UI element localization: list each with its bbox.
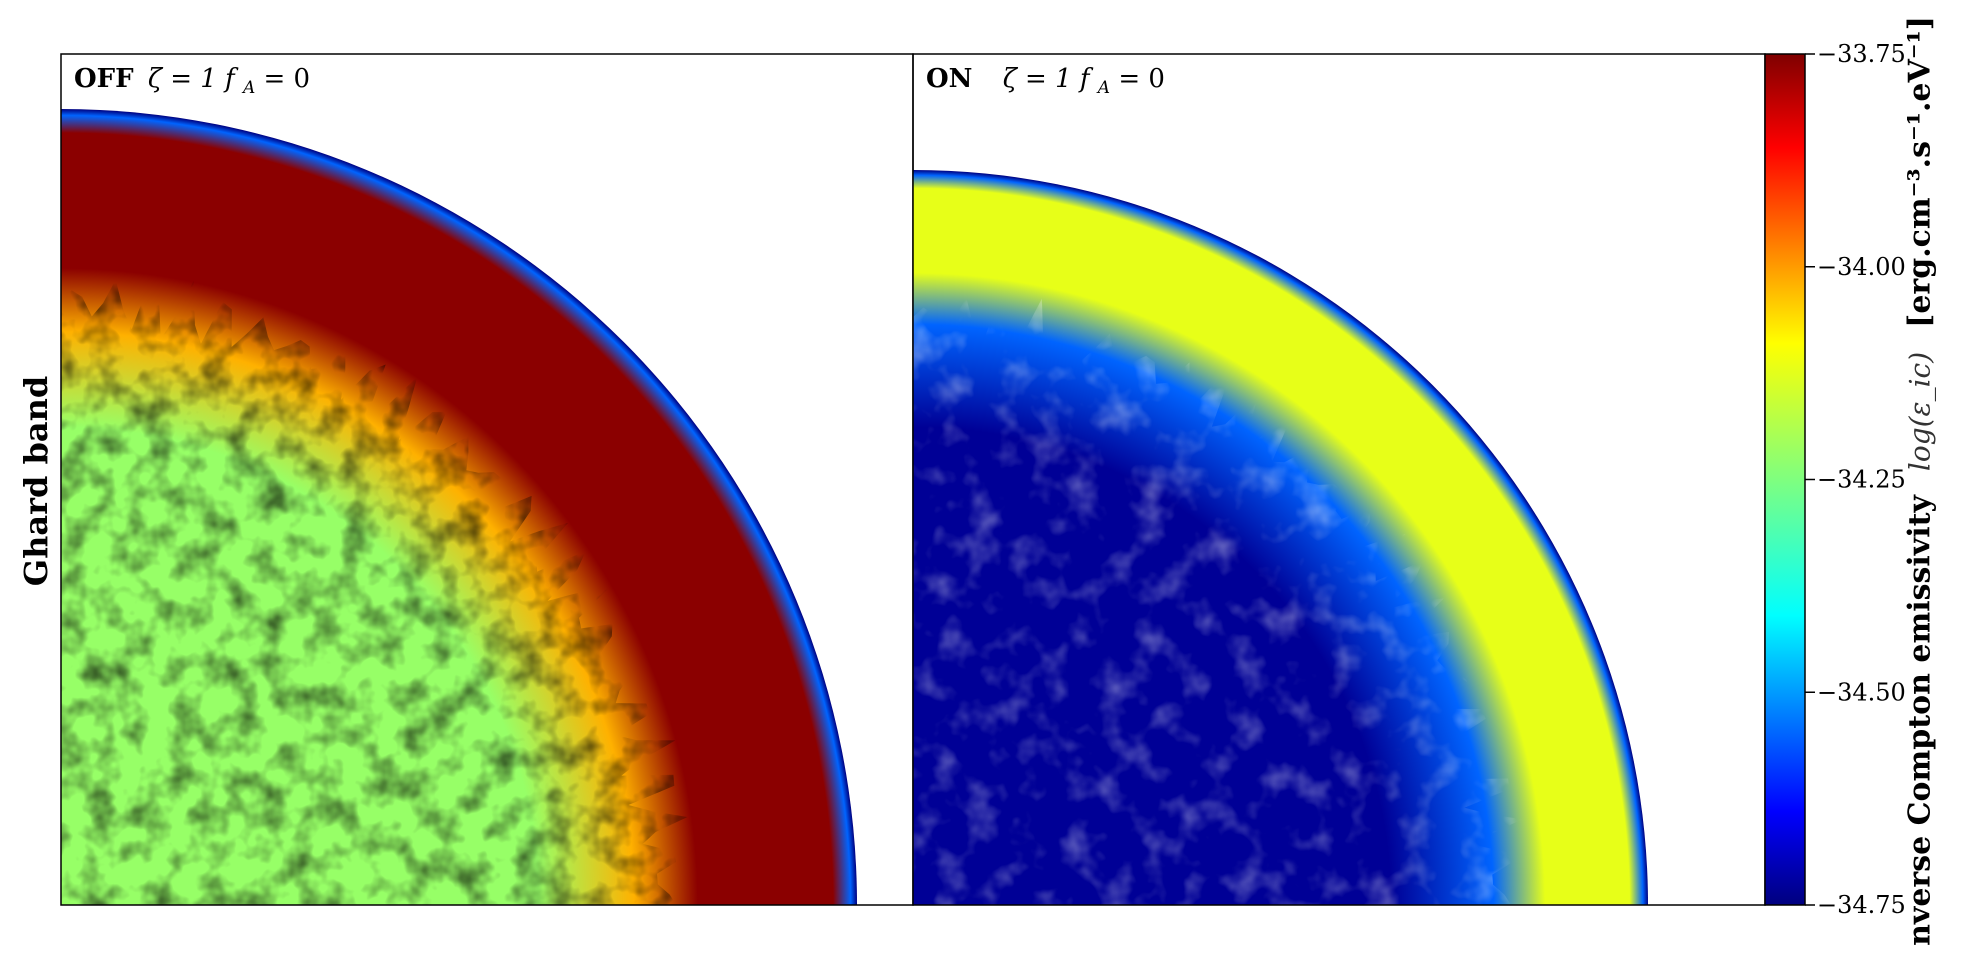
colorbar-label-units: [erg.cm⁻³.s⁻¹.eV⁻¹] bbox=[1902, 16, 1938, 328]
colorbar-tick-label: −33.75 bbox=[1817, 40, 1906, 68]
panel-off-title: OFF ζ = 1 f A = 0 bbox=[74, 64, 310, 100]
colorbar bbox=[1764, 53, 1806, 906]
colorbar-label-main: nverse Compton emissivity bbox=[1902, 495, 1938, 946]
panel-off bbox=[61, 109, 857, 905]
colorbar-tick-label: −34.25 bbox=[1817, 466, 1906, 494]
colorbar-tick-label: −34.50 bbox=[1817, 678, 1906, 706]
colorbar-tick-label: −34.00 bbox=[1817, 253, 1906, 281]
panel-on bbox=[913, 170, 1648, 905]
colorbar-tick-label: −34.75 bbox=[1817, 891, 1906, 919]
panel-on-title: ON ζ = 1 f A = 0 bbox=[926, 64, 1165, 100]
colorbar-label-math: log(ε_ic) bbox=[1903, 351, 1937, 472]
y-axis-label: Ghard band bbox=[17, 375, 55, 587]
colorbar-ticks: −33.75 −34.00 −34.25 −34.50 −34.75 bbox=[1805, 40, 1906, 919]
colorbar-label: nverse Compton emissivity log(ε_ic) [erg.c… bbox=[1903, 16, 1938, 946]
